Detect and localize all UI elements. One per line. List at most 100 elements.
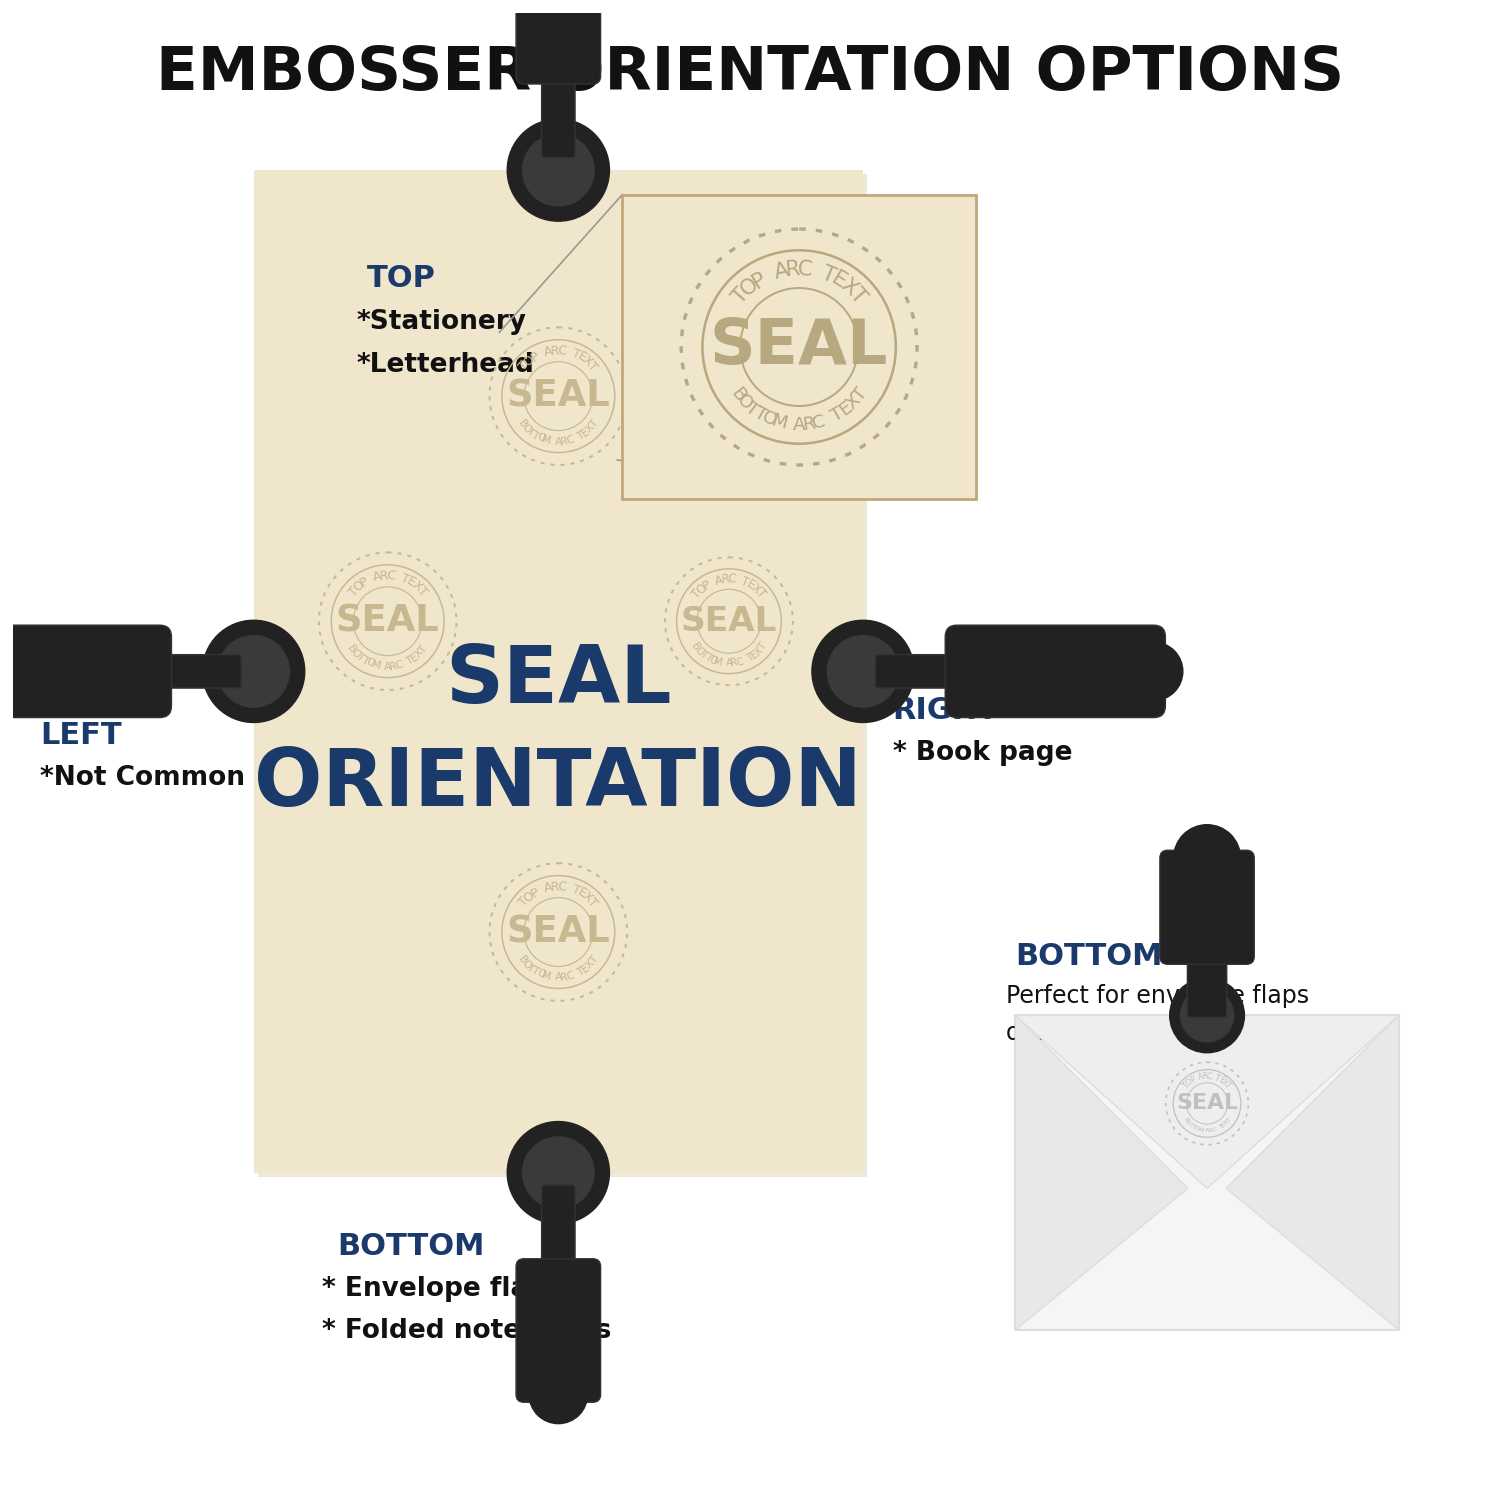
Text: T: T (399, 572, 411, 586)
Text: E: E (574, 350, 588, 364)
Text: C: C (728, 573, 736, 586)
Text: T: T (828, 404, 848, 424)
Text: A: A (726, 658, 732, 669)
Text: R: R (390, 662, 398, 672)
Text: T: T (850, 386, 871, 405)
Text: X: X (837, 274, 861, 300)
Text: T: T (752, 404, 770, 424)
Text: R: R (560, 435, 568, 447)
Bar (258, 174, 867, 1176)
Text: C: C (566, 433, 574, 445)
Text: T: T (570, 882, 582, 897)
Text: O: O (520, 422, 532, 435)
Text: C: C (556, 880, 567, 894)
Text: E: E (405, 574, 418, 590)
Text: T: T (525, 426, 537, 438)
Text: T: T (417, 644, 429, 654)
FancyBboxPatch shape (542, 1185, 574, 1269)
Text: M: M (1197, 1126, 1203, 1132)
Text: T: T (576, 429, 586, 441)
Text: A: A (542, 880, 554, 896)
Text: X: X (580, 354, 596, 369)
Text: X: X (584, 423, 597, 435)
FancyBboxPatch shape (945, 626, 1166, 717)
Text: O: O (708, 654, 718, 666)
Text: R: R (784, 260, 801, 280)
Text: C: C (810, 413, 828, 432)
Text: O: O (1194, 1125, 1200, 1132)
Text: R: R (550, 880, 560, 894)
Text: T: T (690, 586, 705, 600)
Text: A: A (794, 416, 806, 434)
Text: *Not Common: *Not Common (40, 765, 246, 790)
Text: RIGHT: RIGHT (892, 696, 999, 724)
Text: SEAL: SEAL (507, 378, 610, 414)
Text: O: O (520, 958, 532, 970)
Text: T: T (1182, 1082, 1191, 1090)
Text: Perfect for envelope flaps: Perfect for envelope flaps (1005, 984, 1308, 1008)
Text: A: A (542, 345, 554, 360)
Ellipse shape (1125, 642, 1184, 700)
Circle shape (812, 621, 913, 723)
Text: * Book page: * Book page (892, 740, 1072, 766)
Text: R: R (801, 414, 816, 434)
Text: E: E (836, 399, 856, 420)
Circle shape (828, 636, 898, 706)
Text: E: E (580, 962, 591, 974)
Bar (622, 195, 976, 500)
Text: * Folded note cards: * Folded note cards (322, 1318, 612, 1344)
Text: X: X (410, 579, 424, 594)
Text: X: X (843, 392, 864, 412)
Text: R: R (380, 568, 388, 584)
Text: R: R (550, 344, 560, 357)
Text: M: M (542, 433, 552, 445)
Text: O: O (351, 578, 366, 594)
Text: T: T (414, 584, 429, 598)
Text: *Letterhead: *Letterhead (357, 351, 534, 378)
FancyBboxPatch shape (542, 74, 574, 158)
Text: O: O (736, 274, 762, 300)
Text: O: O (520, 890, 537, 906)
Text: P: P (528, 885, 542, 900)
Text: O: O (364, 657, 376, 669)
Text: X: X (748, 582, 764, 597)
Text: A: A (555, 972, 562, 982)
FancyBboxPatch shape (1160, 850, 1254, 964)
Text: O: O (520, 352, 537, 369)
Text: O: O (536, 432, 548, 444)
Text: or bottom of page seals: or bottom of page seals (1005, 1022, 1287, 1046)
Text: T: T (346, 584, 362, 598)
Text: T: T (698, 650, 709, 660)
Text: A: A (384, 662, 392, 672)
Circle shape (522, 135, 594, 206)
Text: O: O (694, 580, 709, 597)
FancyBboxPatch shape (0, 626, 171, 717)
Text: A: A (555, 436, 562, 447)
Text: X: X (584, 958, 597, 970)
Text: X: X (1220, 1077, 1230, 1088)
Bar (254, 170, 862, 1173)
Polygon shape (1016, 1016, 1398, 1188)
Text: BOTTOM: BOTTOM (338, 1232, 484, 1262)
Circle shape (1180, 988, 1233, 1042)
Ellipse shape (530, 1365, 588, 1424)
Text: R: R (730, 657, 738, 669)
Text: R: R (1202, 1071, 1208, 1082)
Text: T: T (746, 652, 754, 663)
Text: T: T (588, 954, 600, 966)
Text: O: O (759, 408, 780, 430)
Text: BOTTOM: BOTTOM (1016, 942, 1162, 970)
Text: O: O (693, 645, 705, 657)
Text: T: T (1222, 1082, 1233, 1090)
Circle shape (507, 118, 609, 220)
Text: * Envelope flaps: * Envelope flaps (322, 1275, 564, 1302)
Circle shape (1170, 978, 1245, 1053)
Text: T: T (1191, 1124, 1197, 1130)
Text: E: E (1216, 1076, 1225, 1084)
Text: ORIENTATION: ORIENTATION (255, 746, 862, 824)
Text: SEAL: SEAL (446, 642, 672, 720)
Text: T: T (354, 651, 366, 663)
Text: X: X (580, 890, 596, 904)
Text: SEAL: SEAL (681, 604, 777, 638)
Text: T: T (819, 262, 839, 286)
